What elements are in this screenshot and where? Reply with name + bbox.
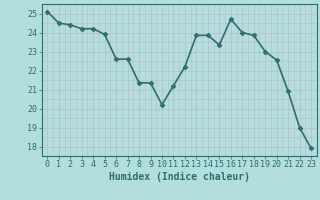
X-axis label: Humidex (Indice chaleur): Humidex (Indice chaleur) — [109, 172, 250, 182]
